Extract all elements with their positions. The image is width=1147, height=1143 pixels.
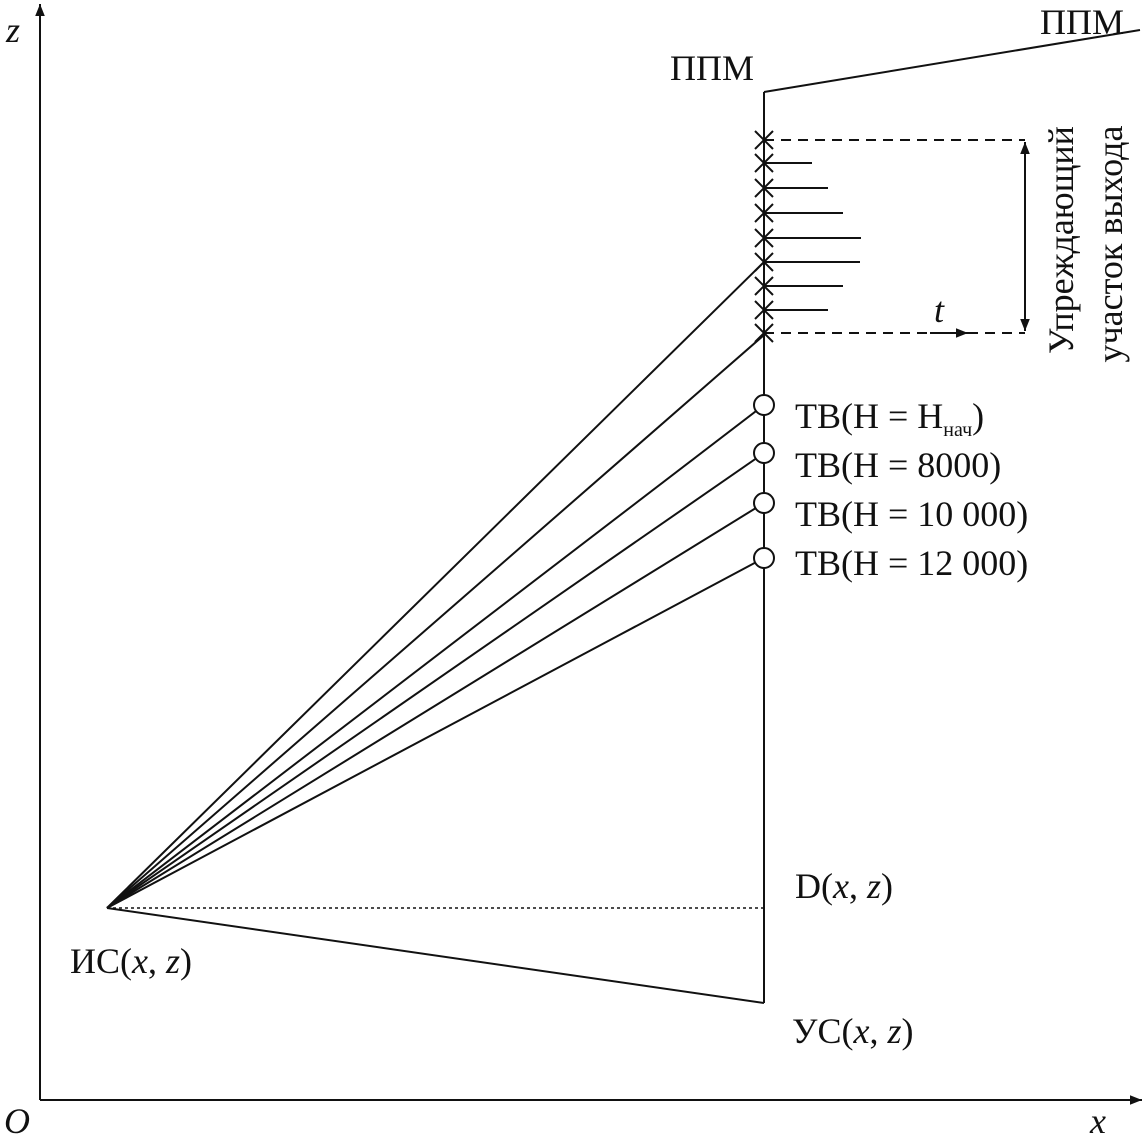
tv-points xyxy=(753,394,775,569)
lead-label: Упреждающий xyxy=(1041,126,1081,354)
t: z xyxy=(165,941,180,981)
t: , xyxy=(148,941,166,981)
t: , xyxy=(849,866,867,906)
t: x xyxy=(131,941,148,981)
t: D( xyxy=(795,866,833,906)
tv-label: ТВ(Н = 12 000) xyxy=(795,543,1028,583)
t: z xyxy=(866,866,881,906)
t: x xyxy=(832,866,849,906)
tv-label: ТВ(Н = 8000) xyxy=(795,445,1001,485)
tv-label-sub: нач xyxy=(943,419,972,441)
t: ИС( xyxy=(70,941,132,981)
z-label: z xyxy=(5,10,20,50)
ppm-label: ППМ xyxy=(1040,2,1124,42)
t: x xyxy=(853,1011,870,1051)
tv-label-end: ) xyxy=(972,396,984,436)
lead-section xyxy=(754,130,1030,343)
tv-label: ТВ(Н = Ннач) xyxy=(795,396,984,441)
t: УС( xyxy=(792,1011,854,1051)
us-label: УС(x, z) xyxy=(792,1011,914,1051)
t: , xyxy=(869,1011,887,1051)
t: ) xyxy=(881,866,893,906)
d-label: D(x, z) xyxy=(795,866,893,906)
is-label: ИС(x, z) xyxy=(70,941,192,981)
t-label: t xyxy=(934,290,945,330)
tv-label: ТВ(Н = 10 000) xyxy=(795,494,1028,534)
lead-label: участок выхода xyxy=(1090,126,1130,363)
tv-label-main: ТВ(Н = Н xyxy=(795,396,943,436)
t: ) xyxy=(902,1011,914,1051)
t: ) xyxy=(180,941,192,981)
rays xyxy=(106,261,765,1004)
t: z xyxy=(886,1011,901,1051)
ppm-label: ППМ xyxy=(670,48,754,88)
ppm-branch xyxy=(763,29,1141,93)
x-label: x xyxy=(1089,1101,1106,1141)
origin-label: O xyxy=(4,1101,30,1141)
